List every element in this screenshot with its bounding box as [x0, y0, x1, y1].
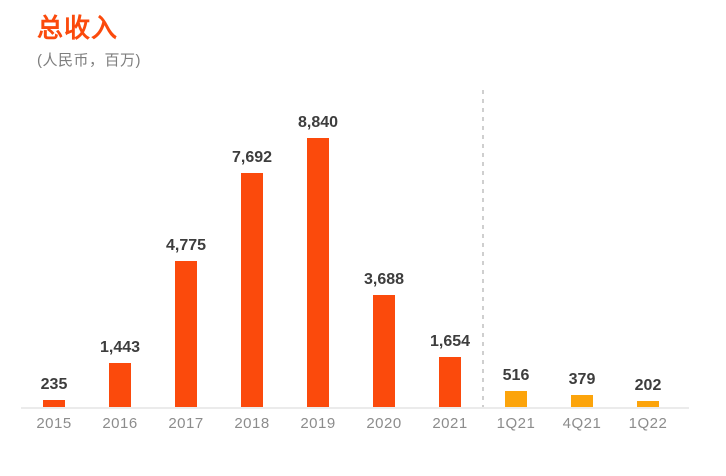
revenue-bar: [109, 363, 131, 407]
bar-column: 379: [549, 371, 615, 407]
x-axis-label: 1Q22: [628, 415, 668, 432]
x-axis-labels: 2015 2016 2017 2018 2019 2020 2021 1Q21 4Q21 1Q22: [21, 409, 681, 432]
revenue-bar: [637, 401, 659, 407]
revenue-bar: [439, 357, 461, 407]
bar-value-label: 379: [568, 371, 596, 388]
bar-value-label: 516: [502, 367, 530, 384]
bar-value-label: 4,775: [165, 237, 207, 254]
bar-column: 235: [21, 376, 87, 407]
revenue-bar: [241, 173, 263, 407]
x-axis-label: 2016: [102, 415, 138, 432]
x-axis-label: 2018: [234, 415, 270, 432]
x-axis-label: 2021: [432, 415, 468, 432]
x-axis-label: 2017: [168, 415, 204, 432]
chart-header: 总收入 (人民币，百万): [37, 13, 141, 70]
chart-title: 总收入: [37, 13, 119, 43]
bar-column: 202: [615, 377, 681, 407]
bar-column: 516: [483, 367, 549, 407]
revenue-bar-chart: 235 1,443 4,775 7,692 8,840 3,688 1,654 516 379 2…: [21, 90, 689, 432]
bar-column: 1,443: [87, 339, 153, 407]
x-axis-label: 2020: [366, 415, 402, 432]
revenue-bar: [373, 295, 395, 407]
x-axis-label: 2019: [300, 415, 336, 432]
bar-value-label: 3,688: [363, 271, 405, 288]
revenue-bar: [43, 400, 65, 407]
revenue-bar: [571, 395, 593, 407]
bar-value-label: 8,840: [297, 114, 339, 131]
bar-column: 1,654: [417, 333, 483, 407]
period-separator-line: [482, 90, 484, 407]
revenue-bar: [175, 261, 197, 407]
bar-column: 3,688: [351, 271, 417, 407]
bar-value-label: 7,692: [231, 149, 273, 166]
revenue-bar: [307, 138, 329, 407]
bar-column: 8,840: [285, 114, 351, 407]
bar-value-label: 1,654: [429, 333, 471, 350]
bar-value-label: 1,443: [99, 339, 141, 356]
bar-column: 4,775: [153, 237, 219, 407]
x-axis-line: [21, 407, 689, 409]
x-axis-label: 2015: [36, 415, 72, 432]
plot-area: 235 1,443 4,775 7,692 8,840 3,688 1,654 516 379 2…: [21, 90, 681, 407]
x-axis-label: 4Q21: [562, 415, 602, 432]
bar-column: 7,692: [219, 149, 285, 407]
bar-value-label: 202: [634, 377, 662, 394]
chart-subtitle: (人民币，百万): [37, 51, 141, 69]
bar-value-label: 235: [40, 376, 68, 393]
x-axis-label: 1Q21: [496, 415, 536, 432]
revenue-bar: [505, 391, 527, 407]
